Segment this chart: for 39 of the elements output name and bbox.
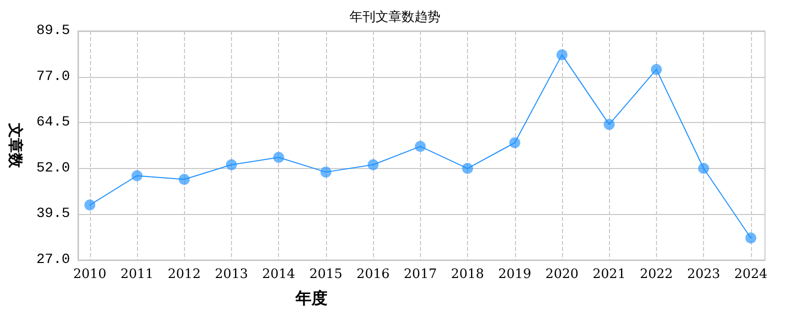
x-tick-label: 2010: [73, 267, 106, 282]
point: [604, 118, 615, 130]
chart-title: 年刊文章数趋势: [350, 10, 440, 25]
point: [226, 159, 237, 170]
x-tick-label: 2019: [498, 267, 532, 282]
x-tick-label: 2013: [214, 267, 248, 282]
y-tick-label: 27.0: [36, 252, 70, 268]
point: [178, 174, 190, 185]
point: [745, 232, 756, 244]
point: [132, 170, 143, 182]
point: [698, 162, 710, 174]
x-tick-label: 2015: [309, 267, 342, 282]
x-tick-label: 2021: [592, 267, 626, 282]
x-tick-label: 2023: [687, 267, 720, 282]
point: [368, 159, 379, 170]
point: [462, 162, 474, 174]
point: [273, 152, 284, 163]
x-tick-label: 2011: [120, 267, 154, 282]
y-tick-label: 39.5: [36, 206, 70, 222]
x-axis-title: 年度: [294, 288, 328, 308]
x-tick-label: 2020: [545, 267, 579, 282]
point: [556, 49, 568, 60]
x-tick-label: 2024: [734, 267, 768, 282]
point: [84, 200, 96, 211]
y-axis-title: 文章数: [6, 122, 24, 169]
point: [414, 140, 426, 152]
x-tick-label: 2016: [356, 267, 390, 282]
x-tick-label: 2017: [404, 267, 437, 282]
point: [509, 137, 520, 148]
y-tick-label: 77.0: [36, 68, 70, 85]
x-tick-label: 2022: [640, 267, 673, 282]
x-tick-label: 2018: [450, 267, 484, 282]
y-tick-label: 89.5: [36, 23, 70, 39]
y-tick-label: 52.0: [36, 160, 70, 176]
y-tick-label: 64.5: [36, 114, 70, 131]
x-tick-label: 2014: [262, 267, 296, 282]
x-tick-label: 2012: [168, 267, 201, 282]
point: [320, 166, 332, 178]
point: [650, 64, 662, 75]
